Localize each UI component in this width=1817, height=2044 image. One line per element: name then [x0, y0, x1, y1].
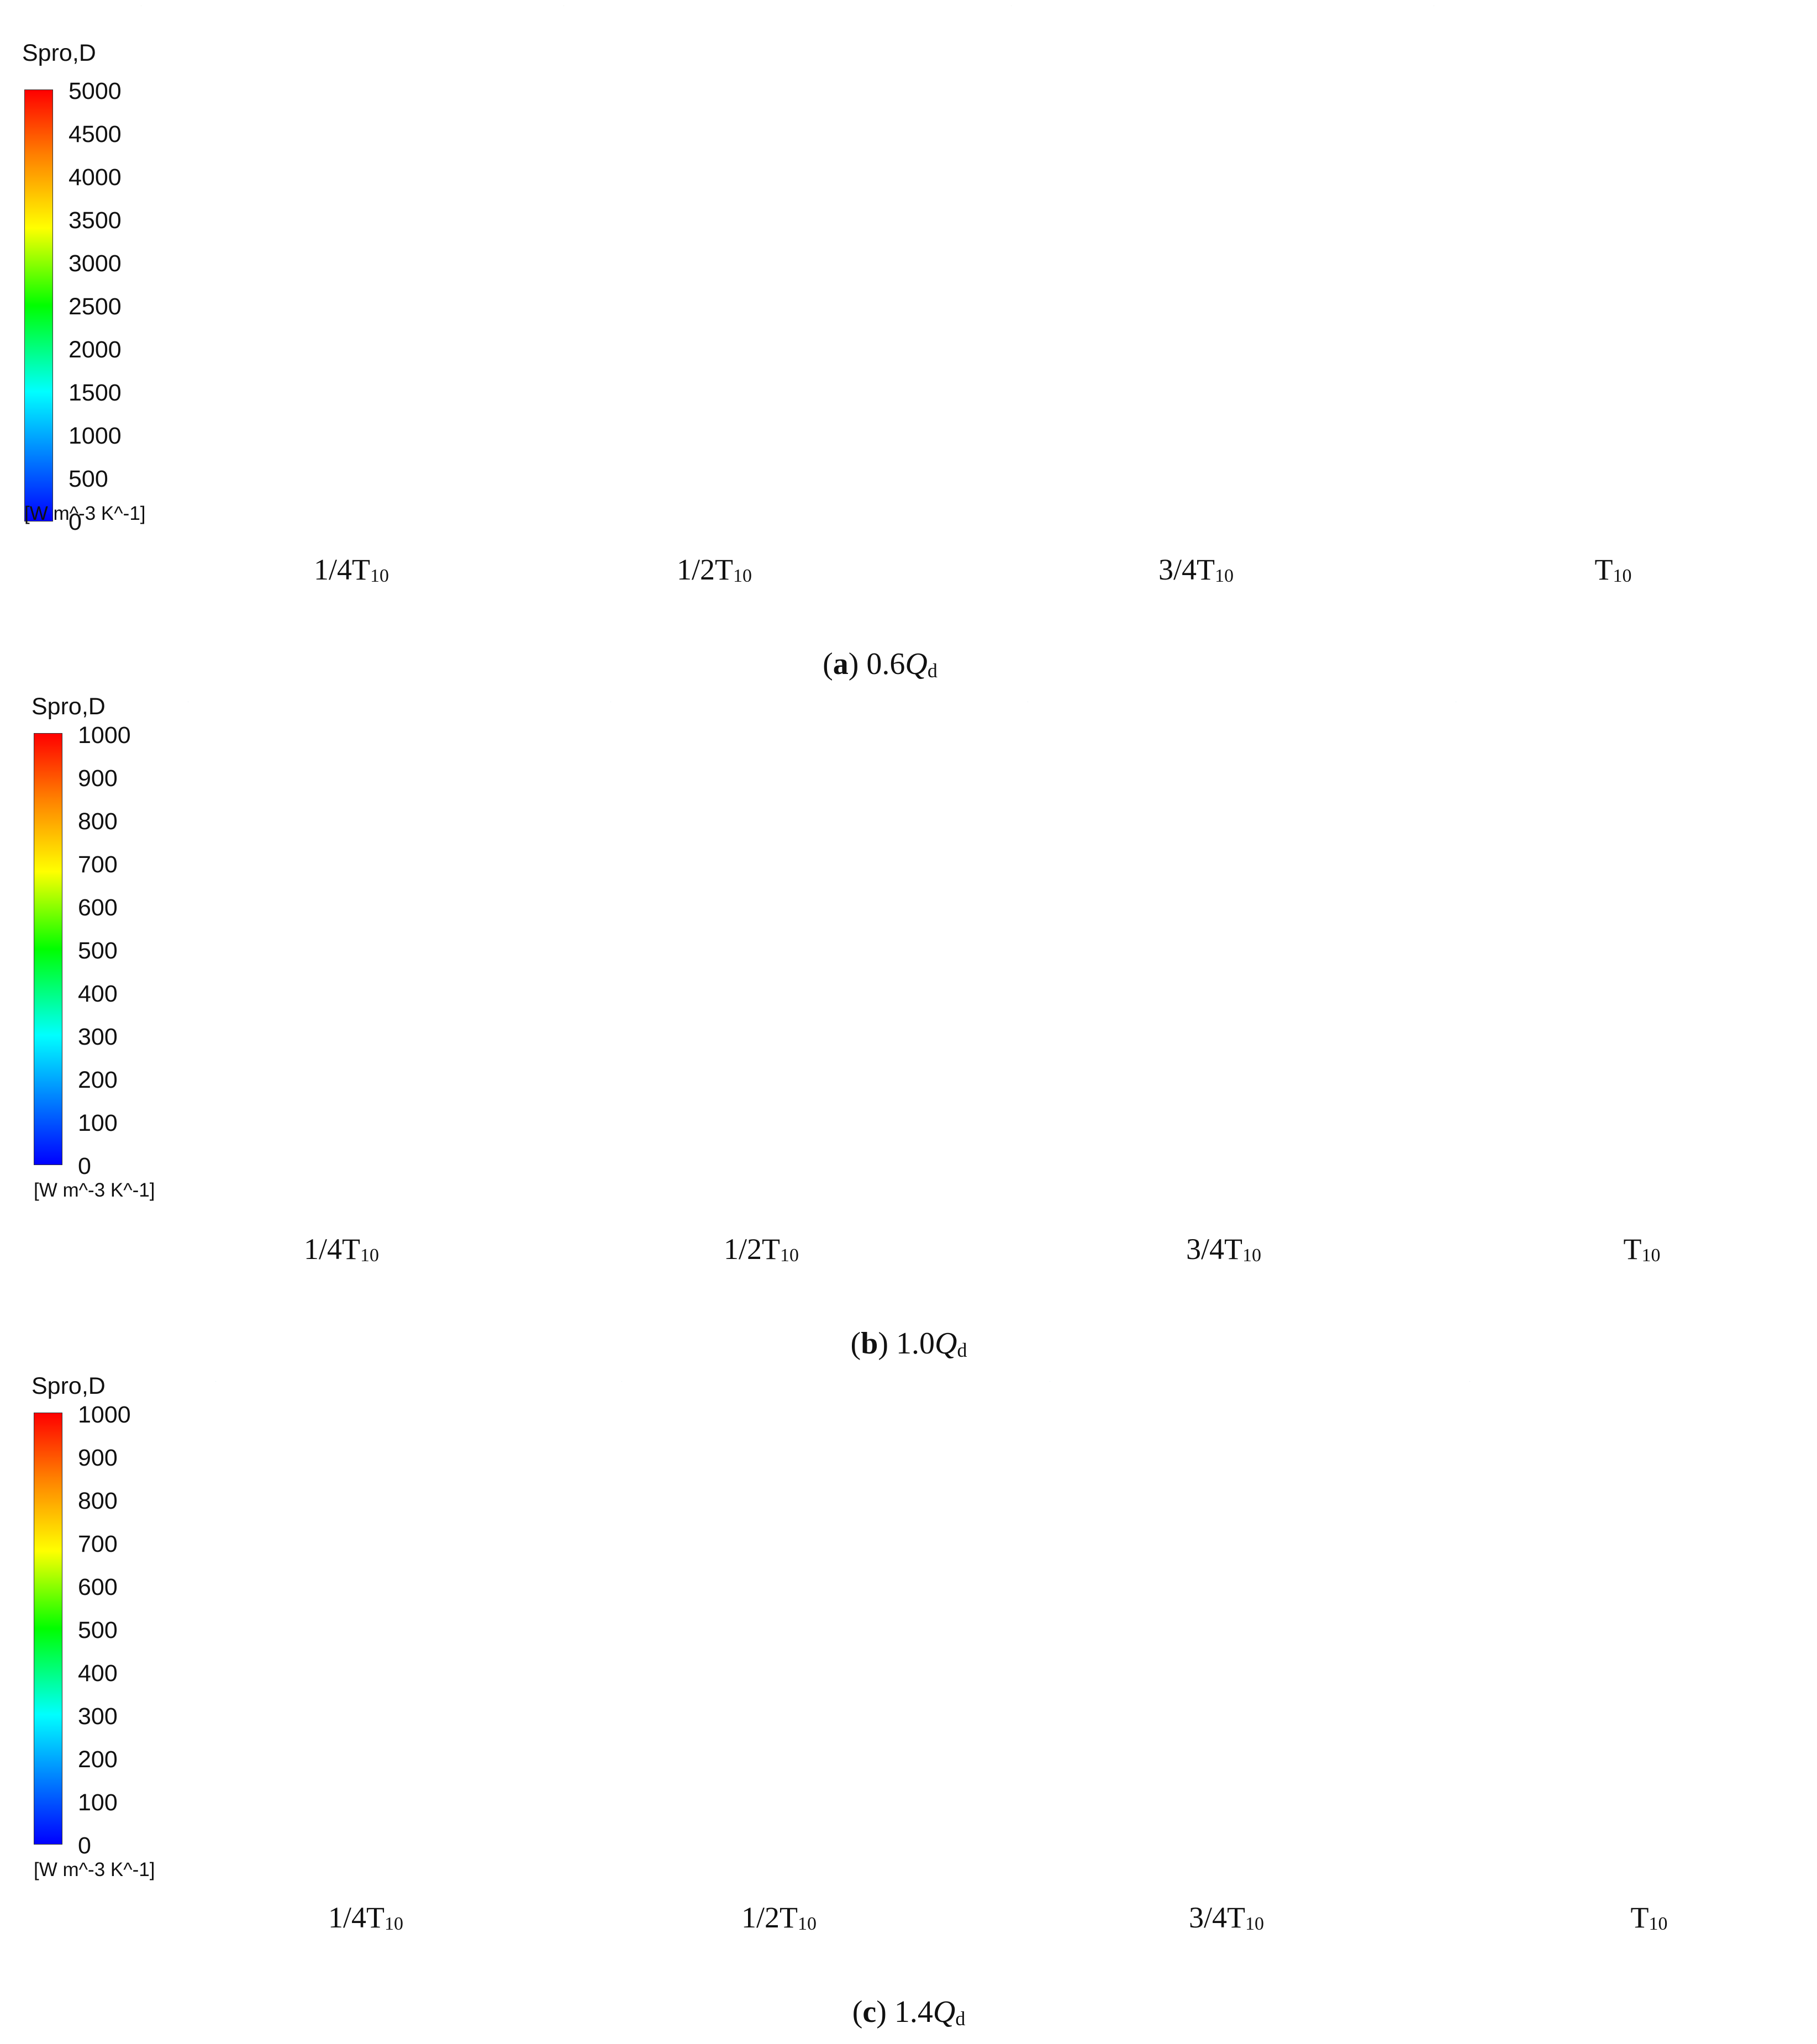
time-caption-text: 1/4T — [314, 553, 370, 586]
legend-tick: 400 — [78, 1660, 118, 1687]
legend-tick: 500 — [78, 1617, 118, 1643]
time-caption-text: 1/2T — [741, 1901, 798, 1934]
panel-label-c: (c) 1.4Qd — [852, 1995, 966, 2030]
time-caption-sub: 10 — [370, 566, 389, 586]
time-caption-text: 1/2T — [677, 553, 733, 586]
legend-tick: 3000 — [69, 250, 122, 277]
time-caption: T10 — [1595, 552, 1632, 587]
legend-tick: 900 — [78, 765, 118, 792]
panel-letter: b — [861, 1326, 878, 1361]
legend-tick: 4500 — [69, 121, 122, 147]
time-caption-sub: 10 — [1613, 566, 1632, 586]
legend-b: Spro,D 1000 900 800 700 600 500 400 300 … — [31, 693, 197, 1201]
time-caption-sub: 10 — [733, 566, 752, 586]
time-caption: 1/2T10 — [724, 1232, 799, 1266]
time-caption-sub: 10 — [1242, 1245, 1261, 1266]
time-caption: T10 — [1631, 1900, 1668, 1935]
colorbar — [34, 1413, 62, 1845]
legend-tick: 1000 — [78, 1402, 131, 1428]
panel-value: 1.4 — [894, 1995, 933, 2029]
time-caption: 1/4T10 — [314, 552, 389, 587]
legend-tick: 1500 — [69, 380, 122, 406]
colorbar — [24, 89, 53, 521]
legend-tick: 900 — [78, 1445, 118, 1471]
legend-unit: [W m^-3 K^-1] — [24, 503, 146, 524]
time-caption: 3/4T10 — [1189, 1900, 1264, 1935]
time-caption-text: 1/4T — [328, 1901, 385, 1934]
legend-title: Spro,D — [31, 1373, 106, 1399]
legend-tick: 200 — [78, 1067, 118, 1093]
time-caption-text: T — [1630, 1901, 1649, 1934]
legend-tick: 700 — [78, 1531, 118, 1557]
legend-tick: 500 — [78, 937, 118, 964]
time-caption: 3/4T10 — [1186, 1232, 1261, 1266]
legend-tick: 2500 — [69, 293, 122, 320]
panel-sub: d — [927, 660, 938, 682]
legend-tick: 4000 — [69, 164, 122, 191]
legend-tick: 700 — [78, 851, 118, 878]
time-caption-sub: 10 — [798, 1914, 817, 1934]
legend-tick: 800 — [78, 1488, 118, 1514]
legend-tick: 100 — [78, 1789, 118, 1816]
panel-q: Q — [905, 647, 928, 681]
legend-c: Spro,D 1000 900 800 700 600 500 400 300 … — [31, 1373, 197, 1880]
panel-value: 0.6 — [866, 647, 905, 681]
time-caption-sub: 10 — [780, 1245, 799, 1266]
legend-tick: 300 — [78, 1024, 118, 1050]
legend-unit: [W m^-3 K^-1] — [34, 1859, 155, 1880]
time-caption-text: 3/4T — [1189, 1901, 1245, 1934]
time-caption-text: 1/4T — [304, 1232, 360, 1266]
legend-tick: 600 — [78, 894, 118, 921]
panel-sub: d — [955, 2008, 966, 2030]
legend-tick: 300 — [78, 1703, 118, 1730]
legend-tick: 100 — [78, 1110, 118, 1136]
legend-unit: [W m^-3 K^-1] — [34, 1179, 155, 1201]
legend-tick: 200 — [78, 1746, 118, 1773]
legend-title: Spro,D — [31, 693, 106, 720]
legend-tick: 500 — [69, 466, 108, 492]
time-caption: 1/4T10 — [304, 1232, 379, 1266]
impeller-contour-c-1 — [215, 1381, 216, 1382]
time-caption-text: 1/2T — [724, 1232, 780, 1266]
legend-tick: 1000 — [78, 722, 131, 749]
time-caption: 1/2T10 — [741, 1900, 817, 1935]
impeller-shroud — [215, 1381, 216, 1382]
time-caption: 1/2T10 — [677, 552, 752, 587]
legend-tick: 800 — [78, 808, 118, 835]
colorbar — [34, 733, 62, 1165]
time-caption: 3/4T10 — [1158, 552, 1234, 587]
legend-tick: 5000 — [69, 78, 122, 104]
panel-q: Q — [935, 1326, 957, 1361]
time-caption-text: 3/4T — [1158, 553, 1215, 586]
time-caption-sub: 10 — [1649, 1914, 1668, 1934]
time-caption-text: 3/4T — [1186, 1232, 1242, 1266]
time-caption: 1/4T10 — [328, 1900, 403, 1935]
time-caption-text: T — [1623, 1232, 1642, 1266]
legend-title: Spro,D — [22, 40, 96, 66]
legend-tick: 2000 — [69, 336, 122, 363]
panel-letter: a — [833, 647, 849, 681]
panel-sub: d — [957, 1339, 967, 1361]
legend-tick: 0 — [78, 1832, 91, 1859]
legend-tick: 0 — [78, 1153, 91, 1179]
time-caption-sub: 10 — [1641, 1245, 1661, 1266]
time-caption-text: T — [1594, 553, 1613, 586]
time-caption: T10 — [1624, 1232, 1661, 1266]
time-caption-sub: 10 — [1245, 1914, 1264, 1934]
legend-a: Spro,D 5000 4500 4000 3500 3000 2500 200… — [22, 40, 188, 537]
legend-tick: 1000 — [69, 423, 122, 449]
time-caption-sub: 10 — [360, 1245, 379, 1266]
panel-label-b: (b) 1.0Qd — [850, 1326, 967, 1361]
panel-q: Q — [933, 1995, 956, 2029]
legend-tick: 600 — [78, 1574, 118, 1600]
legend-tick: 0 — [69, 509, 82, 535]
panel-value: 1.0 — [896, 1326, 935, 1361]
legend-tick: 3500 — [69, 207, 122, 234]
legend-tick: 400 — [78, 981, 118, 1007]
panel-letter: c — [862, 1995, 877, 2029]
time-caption-sub: 10 — [1215, 566, 1234, 586]
time-caption-sub: 10 — [385, 1914, 403, 1934]
panel-label-a: (a) 0.6Qd — [823, 647, 938, 682]
